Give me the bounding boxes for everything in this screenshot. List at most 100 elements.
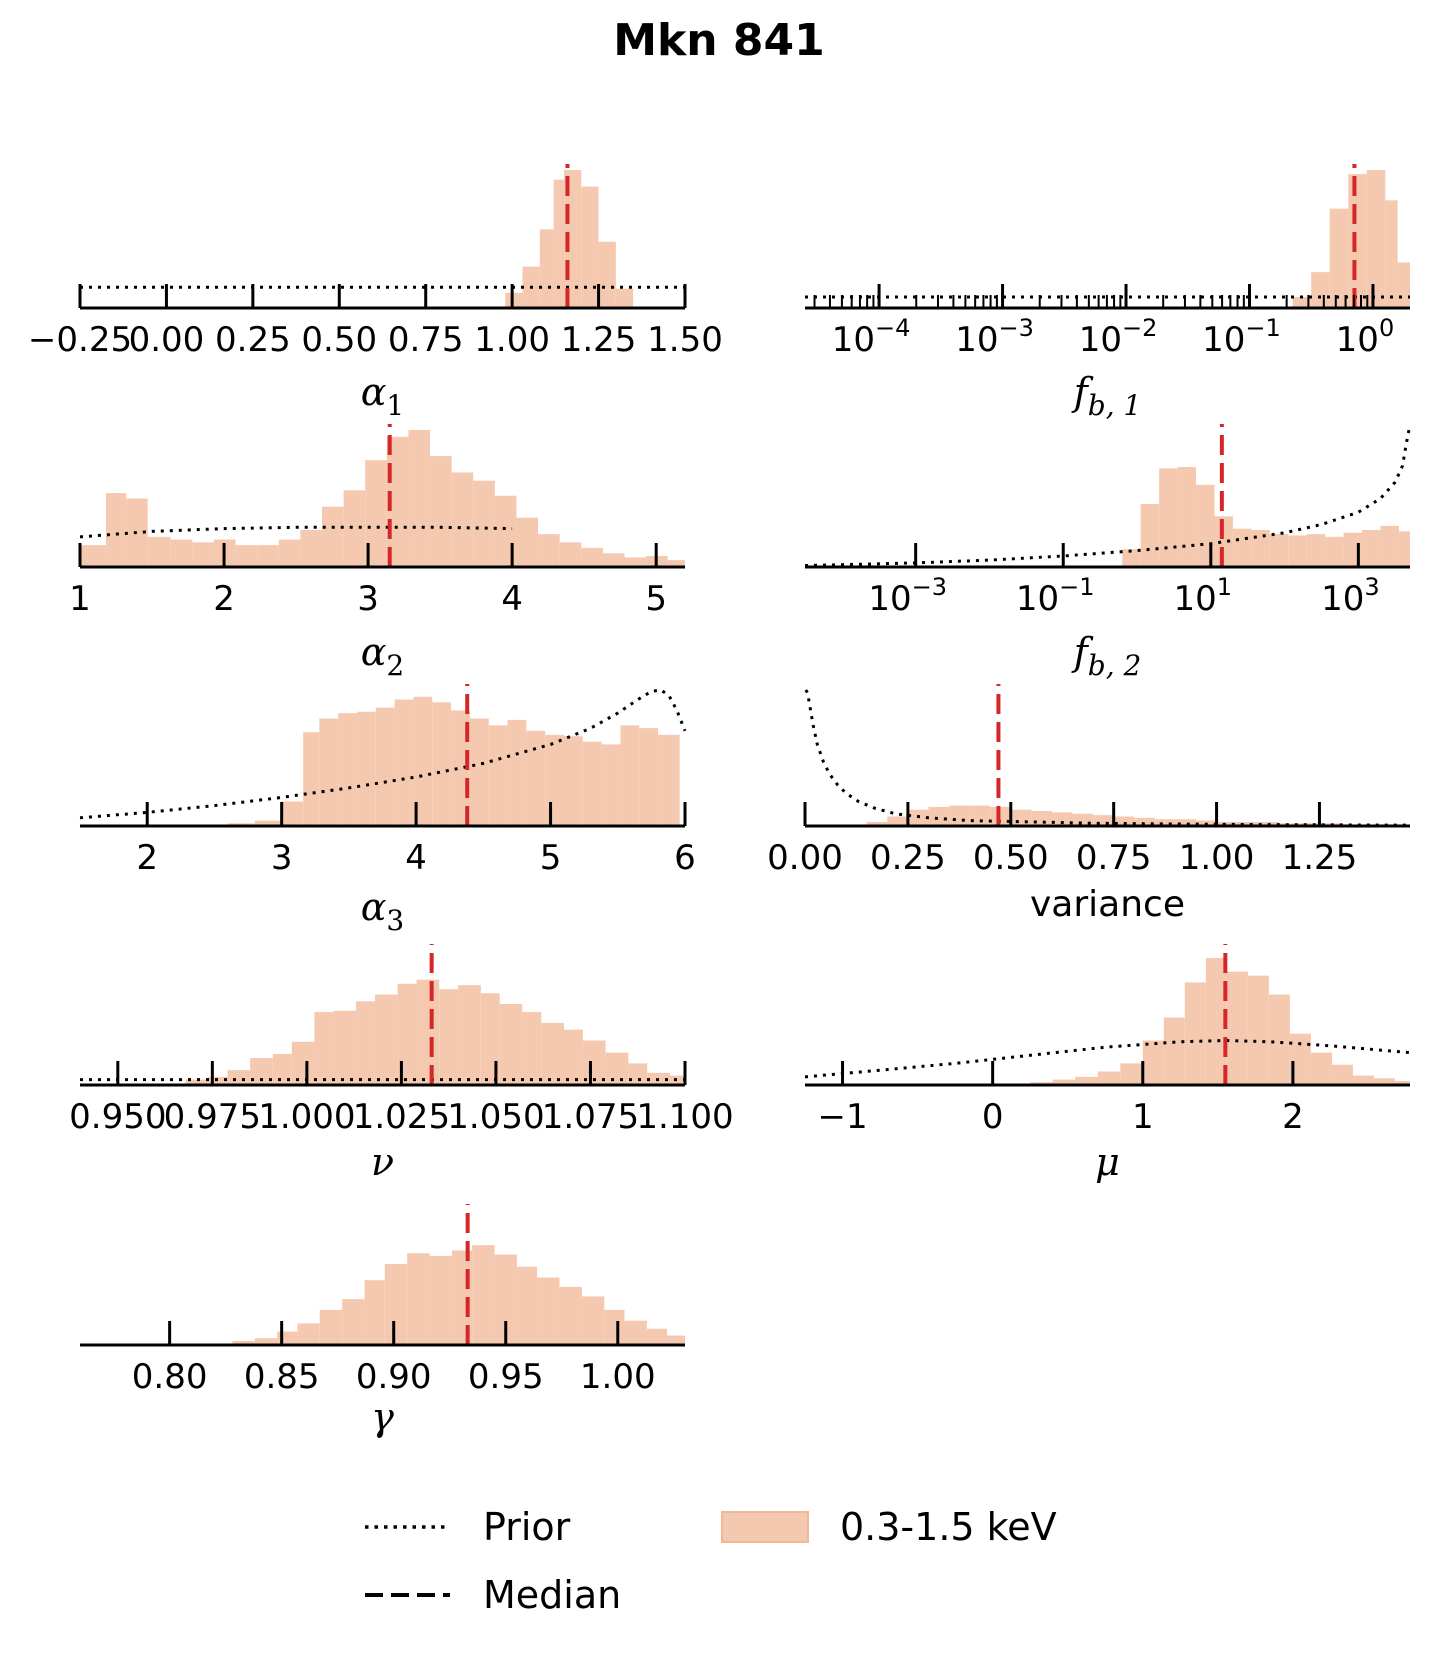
hist-bar — [969, 805, 991, 826]
hist-bar — [624, 557, 647, 567]
hist-bar — [451, 710, 470, 826]
hist-bar — [1075, 1076, 1098, 1085]
prior-curve — [79, 688, 687, 820]
hist-bar — [408, 430, 431, 567]
hist-bar — [342, 1299, 365, 1345]
x-tick-label: 0.85 — [244, 1357, 320, 1397]
x-tick-label: 1.25 — [1282, 838, 1358, 878]
x-tick-label: 6 — [674, 838, 696, 878]
x-tick-label: 2 — [136, 838, 158, 878]
hist-bar — [1268, 994, 1290, 1085]
x-tick-label: −0.25 — [28, 320, 132, 360]
x-tick-label: 0.50 — [973, 838, 1049, 878]
x-tick-label: 10−1 — [1016, 573, 1095, 619]
panel-3: 1 2 3 4 5 α2 — [69, 424, 685, 682]
hist-bar — [559, 1286, 582, 1345]
hist-bar — [559, 542, 582, 567]
hist-bar — [1031, 811, 1052, 826]
x-tick-label: 0.95 — [468, 1357, 544, 1397]
x-tick-label: 0.00 — [767, 838, 843, 878]
figure-title: Mkn 841 — [613, 15, 825, 66]
hist-bar — [1010, 809, 1032, 826]
hist-bar — [416, 979, 440, 1085]
hist-bar — [235, 545, 258, 567]
x-tick-label: 2 — [1282, 1097, 1304, 1137]
hist-bar — [553, 179, 564, 308]
hist-bar — [1311, 272, 1330, 308]
hist-bar — [598, 241, 616, 308]
hist-bar — [254, 1338, 278, 1345]
hist-bar — [1251, 530, 1270, 567]
hist-bar — [949, 805, 970, 826]
x-tick-label: 1.000 — [258, 1097, 355, 1137]
hist-bar — [343, 490, 366, 567]
x-tick-label: 4 — [405, 838, 427, 878]
x-tick-label: 1.25 — [561, 320, 637, 360]
hist-bar — [1159, 468, 1178, 567]
hist-bar — [667, 1335, 685, 1345]
hist-bar — [250, 1058, 273, 1085]
panel-1: −0.250.00 0.25 0.50 0.75 1.00 1.25 1.50 α1 — [28, 164, 723, 422]
hist-bar — [620, 725, 640, 826]
x-tick-label: 1.025 — [353, 1097, 450, 1137]
hist-bar — [375, 707, 395, 826]
panel-9: 0.80 0.85 0.90 0.95 1.00 γ — [80, 1204, 685, 1439]
panel-6: 0.00 0.25 0.50 0.75 1.00 1.25 variance — [767, 684, 1411, 925]
x-axis-label: α1 — [361, 370, 405, 422]
x-tick-label: 3 — [271, 838, 293, 878]
hist-bar — [281, 801, 304, 826]
hist-bar — [356, 1001, 375, 1085]
x-tick-label: 0.25 — [215, 320, 291, 360]
hist-bar — [432, 702, 452, 826]
hist-bar — [227, 1070, 251, 1085]
hist-bar — [80, 545, 106, 567]
hist-bar — [291, 1041, 315, 1085]
x-tick-label: 5 — [540, 838, 562, 878]
hist-bar — [1380, 525, 1399, 567]
hist-bar — [208, 1076, 228, 1085]
hist-bar — [1093, 815, 1114, 826]
hist-bar — [538, 534, 560, 567]
hist-bar — [1398, 531, 1410, 567]
hist-bar — [397, 983, 417, 1085]
hist-bar — [1097, 1071, 1121, 1085]
hist-bar — [1214, 516, 1233, 567]
hist-bar — [386, 436, 409, 567]
x-axis-label: γ — [371, 1395, 394, 1439]
hist-bar — [1289, 1033, 1311, 1085]
hist-bar — [1331, 1064, 1353, 1085]
hist-bar — [185, 1079, 209, 1085]
hist-bar — [472, 1245, 495, 1345]
prior-curve — [79, 525, 513, 539]
hist-bar — [374, 994, 398, 1085]
hist-bar — [990, 806, 1011, 826]
x-tick-label: 0.25 — [870, 838, 946, 878]
hist-bar — [300, 530, 322, 567]
hist-bar — [581, 186, 599, 308]
hist-bar — [646, 1328, 668, 1345]
hist-bar — [1052, 1079, 1076, 1085]
x-tick-label: 1 — [69, 579, 91, 619]
hist-bar — [319, 718, 339, 826]
hist-bar — [539, 229, 554, 308]
hist-bar — [1051, 812, 1073, 826]
x-axis-label: μ — [1095, 1140, 1120, 1184]
hist-bar — [1397, 262, 1410, 308]
hist-bar — [322, 506, 344, 567]
hist-bar — [1142, 1040, 1164, 1085]
x-axis-label: variance — [1030, 884, 1185, 925]
panel-8: −1 0 1 2 μ — [804, 944, 1411, 1184]
hist-bar — [537, 1277, 560, 1345]
hist-bar — [1120, 1063, 1143, 1085]
hist-bar — [658, 734, 680, 826]
x-tick-label: 0 — [982, 1097, 1004, 1137]
hist-bar — [1362, 530, 1381, 567]
hist-bar — [866, 821, 888, 826]
hist-bar — [319, 1309, 343, 1345]
hist-bar — [170, 539, 193, 567]
legend-hist-swatch — [721, 1511, 809, 1543]
hist-bar — [526, 730, 546, 826]
hist-bar — [1134, 817, 1155, 826]
hist-bar — [364, 1280, 385, 1345]
